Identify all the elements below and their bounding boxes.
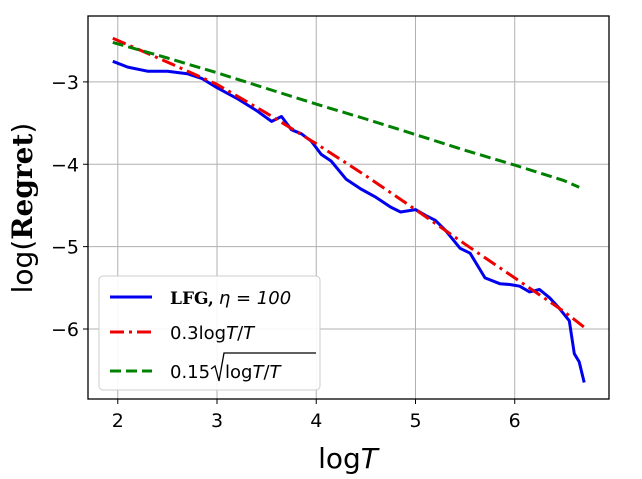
legend-box (98, 275, 321, 391)
legend-label-sqrt: 0.15 (170, 362, 210, 383)
series-line-lfg (112, 59, 586, 383)
x-tick-label: 2 (112, 410, 124, 432)
series-line-logt (112, 36, 586, 329)
ticks: 2 3 4 5 6 −3 −4 −5 −6 (51, 72, 521, 432)
plot-frame (87, 15, 610, 400)
series-layer (112, 36, 586, 383)
legend-label-lfg: LFG, η = 100 (170, 288, 291, 309)
x-tick-label: 5 (409, 410, 421, 432)
legend-label-logt: 0.3logT/T (170, 323, 256, 344)
grid (88, 16, 609, 399)
x-tick-label: 6 (509, 410, 521, 432)
y-tick-label: −6 (51, 319, 79, 341)
series-line-sqrt (112, 40, 580, 189)
x-tick-label: 4 (310, 410, 322, 432)
x-axis-label: logT (318, 442, 380, 475)
x-tick-label: 3 (211, 410, 223, 432)
y-tick-label: −5 (51, 237, 79, 259)
y-tick-label: −3 (51, 72, 79, 94)
y-tick-label: −4 (51, 154, 79, 176)
legend: LFG, η = 100 0.3logT/T 0.15 logT/T (98, 275, 321, 391)
y-axis-label: log(Regret) (6, 123, 39, 294)
legend-label-sqrt-radicand: logT/T (225, 362, 283, 383)
sqrt-radical-icon (210, 352, 316, 382)
